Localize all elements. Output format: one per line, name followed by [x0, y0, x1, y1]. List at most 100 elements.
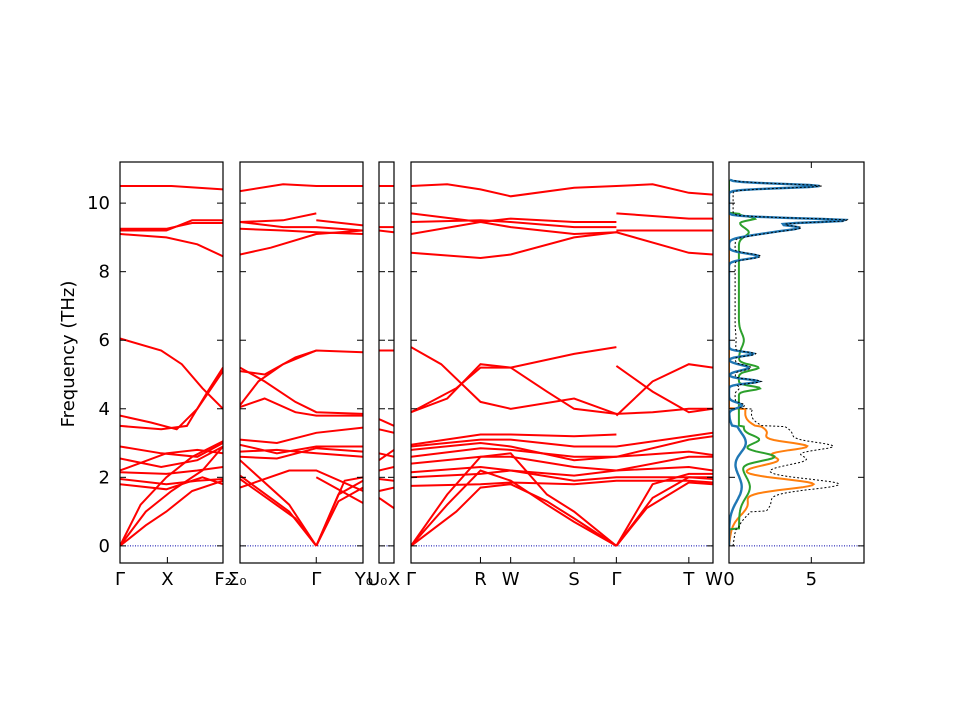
phonon-band	[411, 183, 713, 198]
phonon-band	[411, 465, 713, 477]
phonon-band	[120, 185, 223, 191]
kpoint-label: R	[474, 569, 487, 590]
band-lines	[120, 185, 223, 547]
phonon-band	[615, 476, 713, 547]
kpoint-label: Γ	[311, 569, 321, 590]
phonon-band	[240, 212, 317, 223]
phonon-band	[411, 219, 617, 229]
phonon-band	[411, 212, 617, 224]
kpoint-label: Y₀	[354, 569, 373, 590]
phonon-band	[316, 219, 363, 227]
y-tick-label: 0	[99, 536, 110, 557]
kpoint-label: U₀	[367, 569, 387, 590]
kpoint-label: Γ	[115, 569, 125, 590]
dos-series-blue	[729, 178, 849, 546]
phonon-band	[379, 497, 394, 510]
phonon-band	[240, 221, 363, 232]
phonon-band	[379, 466, 394, 472]
phonon-band	[240, 469, 363, 492]
phonon-band	[240, 443, 363, 455]
band-lines	[379, 185, 394, 510]
phonon-band	[120, 445, 223, 547]
phonon-band	[315, 476, 363, 504]
phonon-band	[411, 479, 713, 487]
phonon-band	[411, 469, 617, 547]
kpoint-label: Γ	[611, 569, 621, 590]
band-lines	[411, 183, 713, 547]
phonon-band	[120, 233, 223, 258]
phonon-band	[120, 466, 223, 475]
dos-series-green	[729, 179, 776, 546]
panel-frame	[239, 161, 364, 564]
phonon-band	[379, 418, 394, 427]
phonon-band	[379, 428, 394, 434]
kpoint-label: F₂	[214, 569, 232, 590]
phonon-band	[379, 449, 394, 462]
phonon-band	[120, 219, 223, 232]
phonon-band	[615, 365, 713, 414]
y-tick-label: 10	[87, 193, 110, 214]
phonon-band	[120, 367, 223, 431]
phonon-band	[379, 478, 394, 482]
kpoint-label: Γ	[406, 569, 416, 590]
band-lines	[240, 183, 363, 547]
dos-x-tick-label: 5	[806, 569, 817, 590]
y-tick-label: 2	[99, 467, 110, 488]
phonon-band	[240, 366, 363, 415]
dos-curves	[729, 178, 864, 547]
phonon-band	[240, 397, 363, 417]
phonon-band	[120, 448, 223, 472]
phonon-band	[616, 212, 713, 220]
phonon-band	[411, 435, 713, 462]
phonon-band	[120, 442, 223, 458]
phonon-band	[120, 337, 223, 410]
phonon-band	[240, 183, 363, 193]
phonon-band	[240, 229, 363, 256]
y-tick-label: 6	[99, 330, 110, 351]
phonon-band	[240, 349, 363, 376]
phonon-band	[615, 363, 713, 417]
y-tick-label: 4	[99, 399, 110, 420]
phonon-band	[411, 366, 617, 415]
band-panel-2: Σ₀ Γ Y₀	[228, 161, 373, 590]
kpoint-label: X	[161, 569, 173, 590]
phonon-band	[240, 349, 317, 406]
phonon-band	[411, 346, 713, 415]
panel-frame	[378, 161, 395, 564]
kpoint-label: S	[568, 569, 579, 590]
phonon-band	[379, 486, 394, 492]
phonon-band	[411, 346, 617, 414]
phonon-band	[240, 448, 363, 458]
y-tick-label: 8	[99, 262, 110, 283]
y-axis-label: Frequency (THz)	[58, 281, 79, 428]
kpoint-label: W	[705, 569, 723, 590]
phonon-band	[411, 431, 713, 448]
kpoint-label: Σ₀	[228, 569, 247, 590]
phonon-band	[411, 433, 617, 446]
phonon-band	[411, 483, 617, 547]
phonon-band	[411, 231, 713, 260]
panel-frame	[410, 161, 714, 564]
phonon-band	[240, 426, 363, 445]
dos-series-orange	[729, 179, 816, 546]
phonon-band	[240, 478, 318, 547]
panel-frame	[119, 161, 224, 564]
kpoint-label: X	[388, 569, 400, 590]
band-panel-3: U₀ X	[367, 161, 400, 590]
kpoint-label: T	[682, 569, 695, 590]
band-panel-1: Γ X F₂ 0 2 4 6 8 10	[87, 161, 232, 590]
phonon-band	[379, 229, 394, 234]
phonon-band	[411, 220, 617, 236]
phonon-band	[240, 447, 363, 460]
kpoint-label: W	[502, 569, 520, 590]
dos-frame	[728, 161, 865, 564]
phonon-band	[120, 440, 223, 547]
phonon-band	[411, 447, 713, 458]
phonon-band	[315, 476, 363, 547]
dos-x-tick-label: 0	[723, 569, 734, 590]
